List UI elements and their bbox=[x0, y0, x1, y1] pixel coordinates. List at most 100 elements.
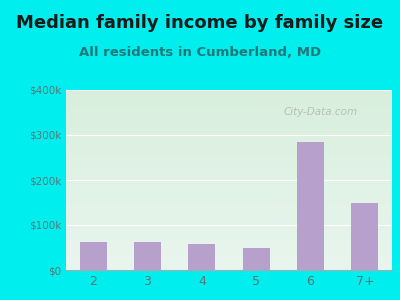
Bar bbox=[66, 231, 392, 232]
Bar bbox=[66, 111, 392, 112]
Bar bbox=[66, 113, 392, 114]
Bar bbox=[66, 245, 392, 246]
Bar bbox=[66, 173, 392, 174]
Text: Median family income by family size: Median family income by family size bbox=[16, 14, 384, 32]
Bar bbox=[66, 181, 392, 182]
Bar bbox=[66, 168, 392, 169]
Bar bbox=[66, 225, 392, 226]
Bar bbox=[66, 193, 392, 194]
Bar bbox=[66, 102, 392, 103]
Bar bbox=[66, 243, 392, 244]
Bar bbox=[66, 220, 392, 221]
Bar bbox=[66, 175, 392, 176]
Bar bbox=[66, 147, 392, 148]
Bar bbox=[351, 202, 378, 270]
Bar bbox=[66, 148, 392, 149]
Bar bbox=[66, 154, 392, 155]
Bar bbox=[66, 185, 392, 186]
Bar bbox=[66, 116, 392, 117]
Bar bbox=[66, 227, 392, 228]
Bar bbox=[66, 138, 392, 139]
Bar bbox=[66, 164, 392, 165]
Bar bbox=[66, 213, 392, 214]
Bar bbox=[66, 153, 392, 154]
Bar bbox=[66, 261, 392, 262]
Bar bbox=[66, 103, 392, 104]
Bar bbox=[66, 101, 392, 102]
Bar bbox=[66, 132, 392, 133]
Bar bbox=[66, 255, 392, 256]
Bar bbox=[297, 142, 324, 270]
Bar bbox=[66, 99, 392, 100]
Bar bbox=[66, 97, 392, 98]
Bar bbox=[66, 174, 392, 175]
Bar bbox=[66, 144, 392, 145]
Bar bbox=[66, 169, 392, 170]
Bar bbox=[66, 104, 392, 105]
Bar bbox=[66, 179, 392, 180]
Bar bbox=[66, 126, 392, 127]
Bar bbox=[66, 115, 392, 116]
Bar bbox=[66, 238, 392, 239]
Bar bbox=[66, 269, 392, 270]
Bar bbox=[66, 125, 392, 126]
Bar bbox=[66, 98, 392, 99]
Bar bbox=[66, 211, 392, 212]
Bar bbox=[66, 119, 392, 120]
Bar bbox=[66, 114, 392, 115]
Bar bbox=[66, 157, 392, 158]
Bar bbox=[66, 263, 392, 264]
Bar bbox=[66, 234, 392, 235]
Bar bbox=[66, 214, 392, 215]
Bar bbox=[66, 201, 392, 202]
Bar bbox=[66, 108, 392, 109]
Bar bbox=[66, 110, 392, 111]
Bar bbox=[66, 226, 392, 227]
Bar bbox=[66, 165, 392, 166]
Bar bbox=[66, 223, 392, 224]
Bar bbox=[66, 93, 392, 94]
Bar bbox=[66, 189, 392, 190]
Bar bbox=[66, 178, 392, 179]
Bar bbox=[66, 162, 392, 163]
Bar bbox=[66, 135, 392, 136]
Bar bbox=[66, 150, 392, 151]
Bar bbox=[66, 146, 392, 147]
Bar bbox=[66, 248, 392, 249]
Bar bbox=[66, 232, 392, 233]
Bar bbox=[66, 191, 392, 192]
Bar bbox=[66, 134, 392, 135]
Bar bbox=[66, 122, 392, 123]
Bar bbox=[66, 205, 392, 206]
Bar bbox=[66, 253, 392, 254]
Bar bbox=[66, 139, 392, 140]
Bar bbox=[66, 156, 392, 157]
Bar bbox=[66, 140, 392, 141]
Bar bbox=[134, 242, 161, 270]
Bar bbox=[66, 159, 392, 160]
Bar bbox=[66, 105, 392, 106]
Bar bbox=[66, 221, 392, 222]
Bar bbox=[66, 94, 392, 95]
Bar bbox=[66, 130, 392, 131]
Bar bbox=[66, 91, 392, 92]
Bar bbox=[66, 247, 392, 248]
Bar bbox=[66, 143, 392, 144]
Bar bbox=[66, 183, 392, 184]
Bar bbox=[66, 188, 392, 189]
Bar bbox=[66, 167, 392, 168]
Bar bbox=[66, 163, 392, 164]
Text: All residents in Cumberland, MD: All residents in Cumberland, MD bbox=[79, 46, 321, 59]
Bar bbox=[66, 222, 392, 223]
Bar bbox=[66, 207, 392, 208]
Bar bbox=[66, 241, 392, 242]
Bar bbox=[66, 210, 392, 211]
Bar bbox=[66, 151, 392, 152]
Bar bbox=[66, 128, 392, 129]
Text: City-Data.com: City-Data.com bbox=[283, 106, 357, 117]
Bar bbox=[66, 149, 392, 150]
Bar bbox=[66, 170, 392, 171]
Bar bbox=[66, 209, 392, 210]
Bar bbox=[66, 136, 392, 137]
Bar bbox=[66, 212, 392, 213]
